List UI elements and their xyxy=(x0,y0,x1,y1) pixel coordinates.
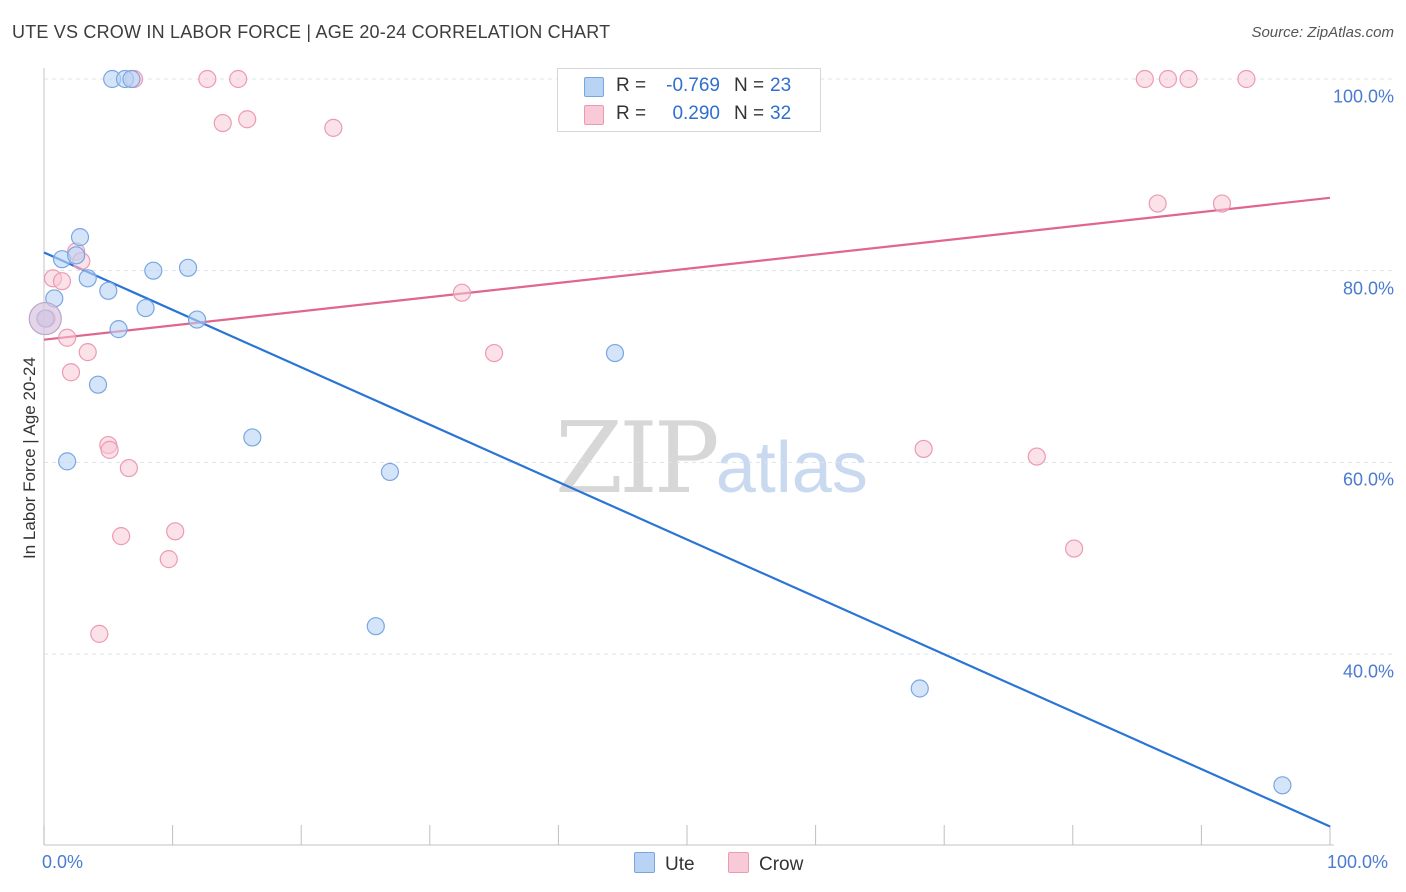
crow-point xyxy=(1135,69,1154,89)
crow-point xyxy=(1027,447,1046,466)
x-tick-label-max: 100.0% xyxy=(1327,852,1389,872)
ute-point xyxy=(178,258,198,277)
crow-point xyxy=(1148,194,1167,213)
crow-legend-label: Crow xyxy=(759,854,804,875)
crow-r-value: 0.290 xyxy=(672,103,720,124)
ute-point xyxy=(910,679,929,698)
crow-point xyxy=(112,527,131,546)
watermark-atlas: atlas xyxy=(715,428,868,508)
y-axis-label: In Labor Force | Age 20-24 xyxy=(20,357,39,559)
crow-point xyxy=(229,69,248,89)
crow-point xyxy=(1158,69,1178,89)
ute-point xyxy=(366,617,385,636)
crow-point xyxy=(61,363,81,382)
ute-point xyxy=(99,281,118,300)
crow-point xyxy=(1237,69,1256,89)
ute-swatch xyxy=(584,77,604,97)
y-tick-label: 100.0% xyxy=(1332,86,1394,107)
ute-point xyxy=(58,452,77,471)
crow-swatch xyxy=(584,105,604,125)
crow-point xyxy=(238,110,257,129)
overlap-point xyxy=(28,301,62,336)
ute-r-label: R = xyxy=(616,75,647,96)
crow-point xyxy=(213,113,232,133)
crow-legend-swatch xyxy=(728,852,749,873)
crow-point xyxy=(52,272,72,291)
ute-point xyxy=(380,462,400,482)
legend-row-ute: R = -0.769 N = 23 xyxy=(558,73,820,101)
ute-n-value: 23 xyxy=(770,75,792,96)
crow-point xyxy=(198,69,217,89)
y-tick-label: 60.0% xyxy=(1342,469,1394,490)
x-tick-label-min: 0.0% xyxy=(42,852,84,872)
ute-point xyxy=(78,269,97,288)
crow-point xyxy=(166,522,185,541)
ute-point xyxy=(67,246,86,265)
crow-point xyxy=(100,440,119,459)
chart-title: UTE VS CROW IN LABOR FORCE | AGE 20-24 C… xyxy=(12,22,611,42)
crow-point xyxy=(58,328,77,347)
ute-legend-swatch xyxy=(634,852,655,873)
crow-n-value: 32 xyxy=(770,103,792,124)
crow-point xyxy=(324,118,343,137)
crow-trend-line xyxy=(43,196,1331,341)
ute-r-value: -0.769 xyxy=(666,75,720,96)
crow-n-label: N = xyxy=(734,103,765,124)
ute-point xyxy=(70,228,90,247)
ute-point xyxy=(109,320,128,339)
crow-point xyxy=(1212,194,1232,213)
ute-legend-label: Ute xyxy=(665,854,695,875)
crow-point xyxy=(485,343,504,363)
y-tick-label: 80.0% xyxy=(1342,278,1394,299)
crow-point xyxy=(914,439,933,459)
y-tick-label: 40.0% xyxy=(1342,661,1394,682)
crow-point xyxy=(78,343,97,362)
watermark: ZIPatlas xyxy=(555,402,868,516)
crow-point xyxy=(1064,539,1084,558)
crow-point xyxy=(1179,69,1198,89)
ute-point xyxy=(605,343,625,363)
legend-row-crow: R = 0.290 N = 32 xyxy=(558,101,820,129)
crow-point xyxy=(452,283,472,302)
ute-point xyxy=(243,428,262,447)
source-credit: Source: ZipAtlas.com xyxy=(1251,24,1394,41)
crow-point xyxy=(159,550,178,569)
series-legend: Ute Crow xyxy=(0,852,1406,878)
ute-point xyxy=(88,375,108,394)
ute-point xyxy=(122,69,141,89)
watermark-zip: ZIP xyxy=(555,402,720,516)
ute-point xyxy=(187,310,207,329)
ute-point xyxy=(136,298,155,318)
legend-item-ute[interactable]: Ute xyxy=(634,852,695,876)
legend-item-crow[interactable]: Crow xyxy=(728,852,803,876)
ute-n-label: N = xyxy=(734,75,765,96)
ute-point xyxy=(1273,776,1292,795)
ute-point xyxy=(144,261,163,280)
correlation-legend: R = -0.769 N = 23 R = 0.290 N = 32 xyxy=(557,68,821,132)
crow-point xyxy=(119,458,138,478)
crow-r-label: R = xyxy=(616,103,647,124)
ute-trend-line xyxy=(43,251,1331,828)
crow-point xyxy=(90,624,109,643)
